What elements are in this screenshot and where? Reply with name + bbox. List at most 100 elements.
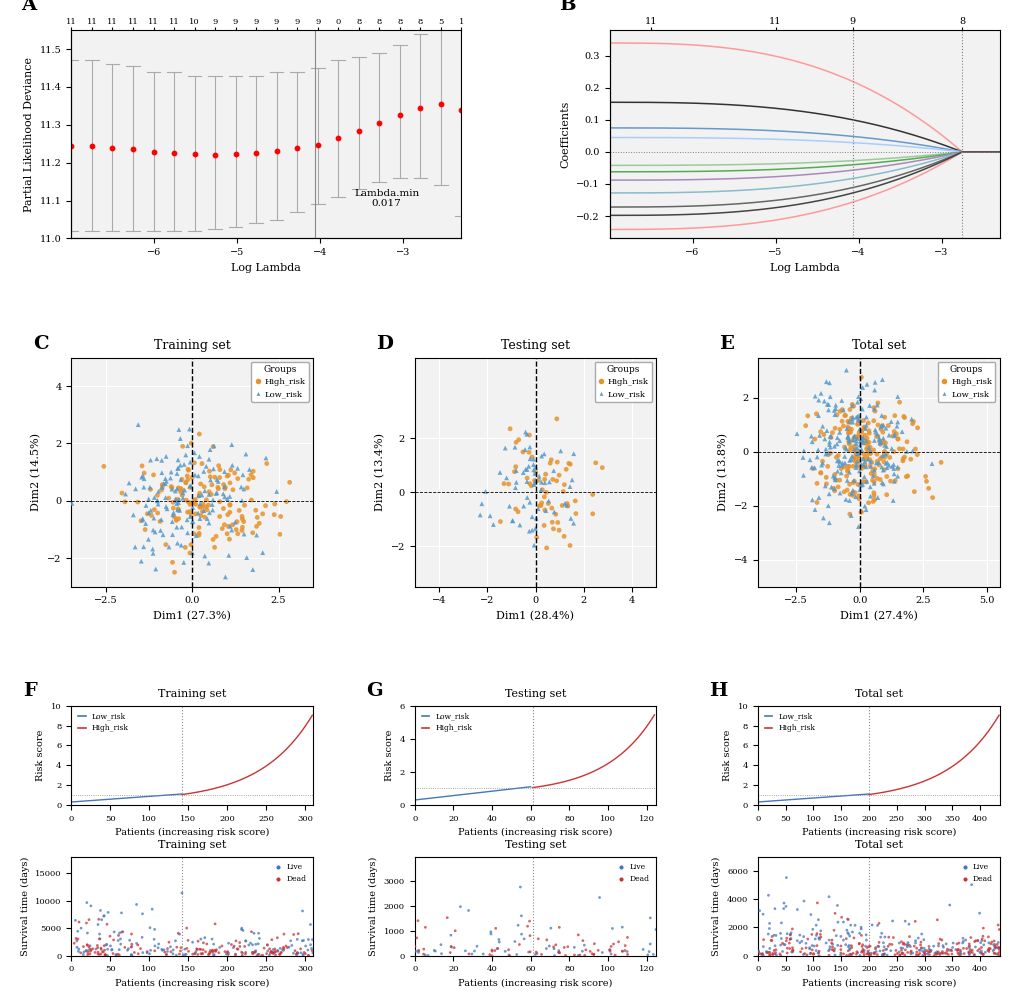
Point xyxy=(92,927,108,943)
Point xyxy=(825,923,842,939)
Text: E: E xyxy=(718,335,734,353)
Point xyxy=(205,461,221,477)
Point xyxy=(850,491,866,507)
Point xyxy=(538,540,554,556)
Point xyxy=(158,473,174,489)
Point xyxy=(351,123,367,139)
Point xyxy=(937,946,954,962)
Point xyxy=(159,941,175,957)
X-axis label: Patients (increasing risk score): Patients (increasing risk score) xyxy=(801,828,955,837)
Point xyxy=(146,502,162,518)
Point xyxy=(957,932,973,948)
Point xyxy=(971,945,987,961)
Point xyxy=(987,940,1004,956)
Point xyxy=(808,895,824,911)
Point xyxy=(217,568,233,584)
Point xyxy=(963,945,979,961)
Point xyxy=(549,514,566,530)
Point xyxy=(371,115,387,131)
Point xyxy=(967,933,983,949)
Point xyxy=(125,507,142,523)
Point xyxy=(873,417,890,434)
Point xyxy=(834,401,850,417)
Point xyxy=(221,531,237,547)
Point xyxy=(806,431,822,447)
Point xyxy=(821,429,838,445)
Point xyxy=(97,947,113,963)
Point xyxy=(826,470,843,486)
Point xyxy=(973,946,989,962)
Point xyxy=(481,508,497,524)
Point xyxy=(170,452,186,468)
Point xyxy=(204,943,220,959)
Point xyxy=(825,481,842,497)
Point xyxy=(871,437,888,453)
Point xyxy=(841,928,857,944)
Point xyxy=(181,504,198,520)
Point xyxy=(193,931,209,947)
Point xyxy=(806,931,822,947)
Point xyxy=(566,947,582,963)
Point xyxy=(181,478,198,494)
Point xyxy=(536,475,552,491)
Point xyxy=(104,140,120,156)
Point xyxy=(841,486,857,502)
Text: H: H xyxy=(709,682,728,700)
Point xyxy=(254,506,270,522)
Point xyxy=(840,943,856,959)
Point xyxy=(798,947,814,963)
Point xyxy=(215,500,231,516)
Point xyxy=(537,466,553,482)
Point xyxy=(776,937,793,953)
Point xyxy=(952,946,968,962)
Point xyxy=(603,920,620,937)
Point xyxy=(127,481,144,497)
Point xyxy=(893,943,909,959)
Point xyxy=(984,937,1001,953)
Point xyxy=(864,463,880,479)
Point xyxy=(968,933,984,949)
Point xyxy=(190,934,206,950)
Point xyxy=(181,496,198,512)
Point xyxy=(214,938,230,954)
Point xyxy=(542,920,558,937)
Point xyxy=(510,504,526,520)
Point xyxy=(751,946,767,962)
Point xyxy=(78,894,95,910)
Point xyxy=(185,455,202,471)
Point xyxy=(304,943,320,959)
Point xyxy=(782,931,798,947)
Point xyxy=(803,938,819,954)
Point xyxy=(601,942,618,958)
Point xyxy=(492,513,508,529)
Point xyxy=(533,495,549,511)
Point xyxy=(859,441,875,457)
Point xyxy=(850,488,866,504)
Point xyxy=(923,456,940,472)
Point xyxy=(875,939,892,955)
Point xyxy=(761,915,777,932)
Point xyxy=(561,456,578,472)
Point xyxy=(948,943,964,959)
Point xyxy=(248,944,264,960)
Point xyxy=(504,513,521,529)
Title: Training set: Training set xyxy=(158,840,226,850)
Point xyxy=(209,485,225,501)
Point xyxy=(840,424,856,440)
Point xyxy=(791,928,807,944)
Point xyxy=(875,445,892,461)
Point xyxy=(869,455,886,471)
Point xyxy=(849,408,865,425)
Point xyxy=(900,916,916,933)
Point xyxy=(916,469,932,485)
Point xyxy=(830,422,847,438)
Point xyxy=(917,473,933,489)
Point xyxy=(835,932,851,948)
Point xyxy=(895,408,911,425)
Point xyxy=(771,937,788,953)
Point xyxy=(871,930,888,946)
Point xyxy=(989,947,1006,963)
Point xyxy=(89,938,105,954)
Point xyxy=(519,462,535,478)
Point xyxy=(948,936,964,952)
